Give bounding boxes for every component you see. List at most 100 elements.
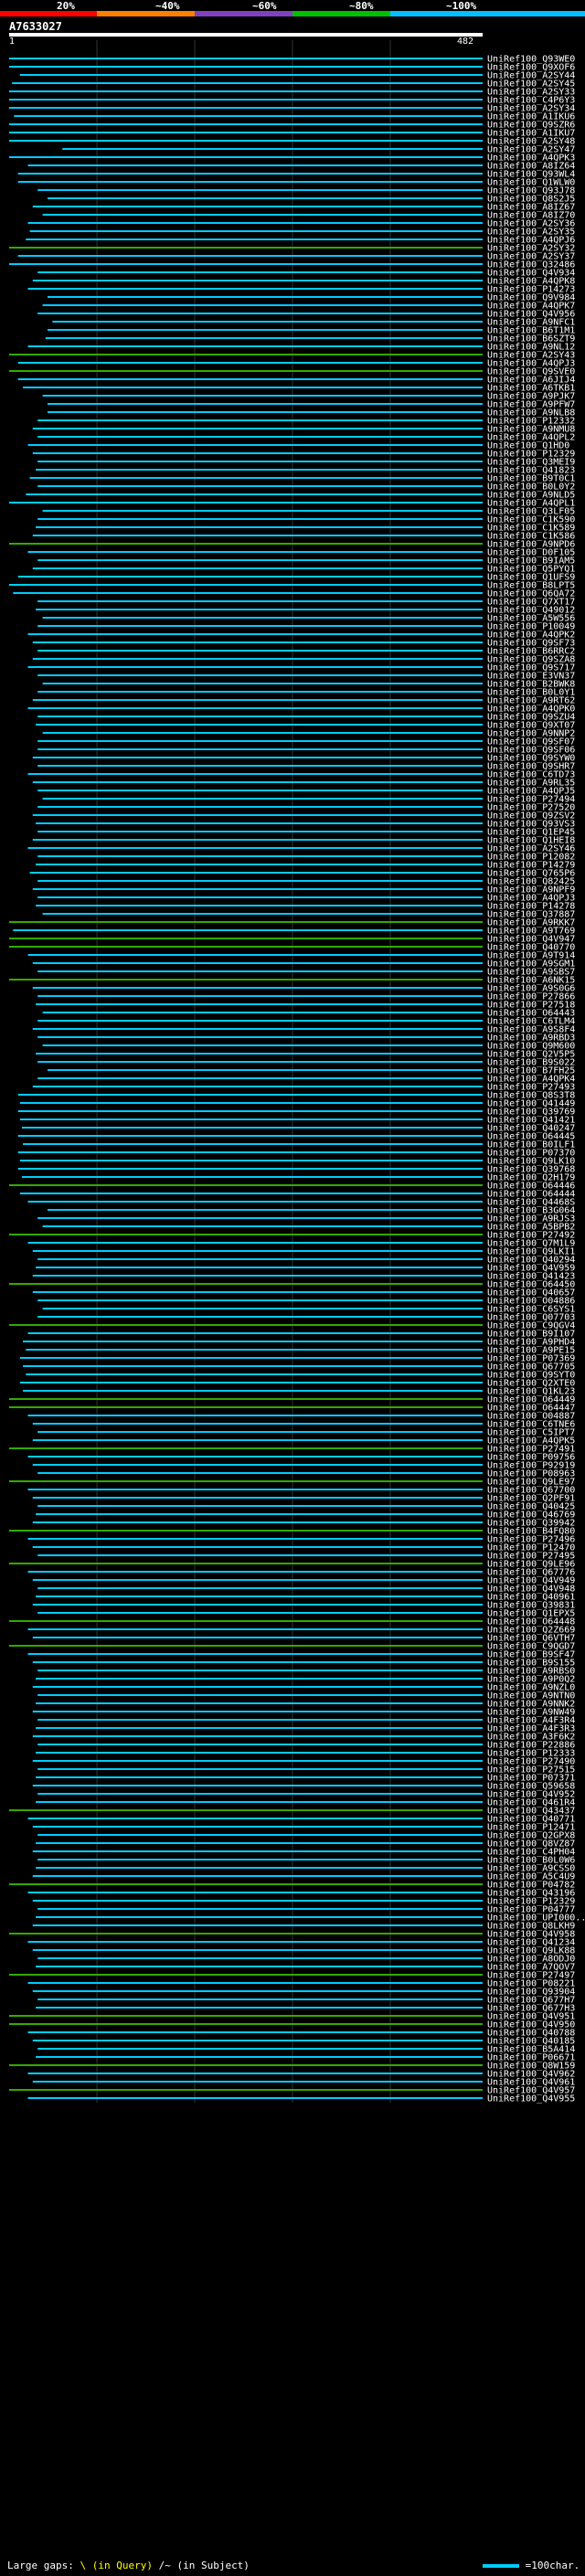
hit-label[interactable]: UniRef100_Q4V957	[487, 2086, 575, 2096]
hit-label[interactable]: UniRef100_Q41449	[487, 1099, 575, 1109]
hit-label[interactable]: UniRef100_A2SY33	[487, 88, 575, 98]
hit-label[interactable]: UniRef100_Q6QA72	[487, 589, 575, 599]
hit-label[interactable]: UniRef100_Q82425	[487, 877, 575, 887]
hit-label[interactable]: UniRef100_Q2GPX8	[487, 1831, 575, 1841]
hit-label[interactable]: UniRef100_Q40771	[487, 1815, 575, 1825]
hit-label[interactable]: UniRef100_E3VN37	[487, 672, 575, 682]
hit-label[interactable]: UniRef100_O64447	[487, 1404, 575, 1414]
hit-label[interactable]: UniRef100_B2BWK8	[487, 680, 575, 690]
hit-label[interactable]: UniRef100_Q8W159	[487, 2062, 575, 2072]
hit-label[interactable]: UniRef100_A5C4U9	[487, 1872, 575, 1882]
hit-label[interactable]: UniRef100_A9NLD5	[487, 491, 575, 501]
hit-label[interactable]: UniRef100_A2SY32	[487, 244, 575, 254]
hit-label[interactable]: UniRef100_P04782	[487, 1881, 575, 1891]
hit-label[interactable]: UniRef100_P12333	[487, 1749, 575, 1759]
hit-label[interactable]: UniRef100_A7QOV7	[487, 1963, 575, 1973]
hit-label[interactable]: UniRef100_Q93VS3	[487, 820, 575, 830]
hit-label[interactable]: UniRef100_P27493	[487, 1083, 575, 1093]
hit-label[interactable]: UniRef100_A9PFW7	[487, 400, 575, 410]
hit-label[interactable]: UniRef100_P27496	[487, 1535, 575, 1545]
hit-label[interactable]: UniRef100_Q49012	[487, 606, 575, 616]
hit-label[interactable]: UniRef100_A9NFC1	[487, 318, 575, 328]
hit-label[interactable]: UniRef100_A2SY46	[487, 844, 575, 854]
hit-label[interactable]: UniRef100_A4QPJ5	[487, 787, 575, 797]
hit-label[interactable]: UniRef100_A9S8F4	[487, 1025, 575, 1035]
hit-label[interactable]: UniRef100_P27495	[487, 1552, 575, 1562]
hit-label[interactable]: UniRef100_A9RKK7	[487, 918, 575, 928]
hit-label[interactable]: UniRef100_A2SY45	[487, 80, 575, 90]
hit-label[interactable]: UniRef100_P27497	[487, 1971, 575, 1981]
hit-label[interactable]: UniRef100_Q8S2J5	[487, 195, 575, 205]
hit-label[interactable]: UniRef100_P12471	[487, 1823, 575, 1833]
hit-label[interactable]: UniRef100_Q3LF05	[487, 507, 575, 517]
hit-label[interactable]: UniRef100_P14273	[487, 285, 575, 295]
hit-label[interactable]: UniRef100_P27491	[487, 1445, 575, 1455]
hit-label[interactable]: UniRef100_Q67776	[487, 1568, 575, 1578]
hit-label[interactable]: UniRef100_C4PH04	[487, 1848, 575, 1858]
hit-label[interactable]: UniRef100_A9NNP2	[487, 729, 575, 739]
hit-label[interactable]: UniRef100_Q765P6	[487, 869, 575, 879]
hit-label[interactable]: UniRef100_B9I107	[487, 1330, 575, 1340]
hit-label[interactable]: UniRef100_O04887	[487, 1412, 575, 1422]
hit-label[interactable]: UniRef100_A2SY43	[487, 351, 575, 361]
hit-label[interactable]: UniRef100_P07370	[487, 1149, 575, 1159]
hit-label[interactable]: UniRef100_A4F3R4	[487, 1716, 575, 1726]
hit-label[interactable]: UniRef100_A2SY47	[487, 145, 575, 155]
hit-label[interactable]: UniRef100_Q2V5P5	[487, 1050, 575, 1060]
hit-label[interactable]: UniRef100_A9NW49	[487, 1708, 575, 1718]
hit-label[interactable]: UniRef100_P27494	[487, 795, 575, 805]
hit-label[interactable]: UniRef100_Q9SZA8	[487, 655, 575, 665]
hit-label[interactable]: UniRef100_Q9SVE0	[487, 367, 575, 377]
hit-label[interactable]: UniRef100_Q07703	[487, 1313, 575, 1323]
hit-label[interactable]: UniRef100_Q4468S	[487, 1198, 575, 1208]
hit-label[interactable]: UniRef100_Q9LE97	[487, 1478, 575, 1488]
hit-label[interactable]: UniRef100_Q1HEI8	[487, 836, 575, 846]
hit-label[interactable]: UniRef100_Q40425	[487, 1502, 575, 1512]
hit-label[interactable]: UniRef100_P14279	[487, 861, 575, 871]
hit-label[interactable]: UniRef100_O64448	[487, 1617, 575, 1627]
hit-label[interactable]: UniRef100_A2SY36	[487, 219, 575, 229]
hit-label[interactable]: UniRef100_C1K590	[487, 515, 575, 525]
hit-label[interactable]: UniRef100_D0F105	[487, 548, 575, 558]
hit-label[interactable]: UniRef100_Q59658	[487, 1782, 575, 1792]
hit-label[interactable]: UniRef100_P12332	[487, 417, 575, 427]
hit-label[interactable]: UniRef100_A6JIJ4	[487, 376, 575, 386]
hit-label[interactable]: UniRef100_A1IKU7	[487, 129, 575, 139]
hit-label[interactable]: UniRef100_Q67705	[487, 1362, 575, 1373]
hit-label[interactable]: UniRef100_P12082	[487, 853, 575, 863]
hit-label[interactable]: UniRef100_A9RT62	[487, 696, 575, 706]
hit-label[interactable]: UniRef100_A9S0G6	[487, 984, 575, 994]
hit-label[interactable]: UniRef100_Q8S3T8	[487, 1091, 575, 1101]
hit-label[interactable]: UniRef100_C6TLM4	[487, 1017, 575, 1027]
hit-label[interactable]: UniRef100_Q39769	[487, 1108, 575, 1118]
hit-label[interactable]: UniRef100_A4F3R3	[487, 1724, 575, 1734]
hit-label[interactable]: UniRef100_Q40657	[487, 1288, 575, 1299]
hit-label[interactable]: UniRef100_C1K589	[487, 524, 575, 534]
hit-label[interactable]: UniRef100_P07369	[487, 1354, 575, 1364]
hit-label[interactable]: UniRef100_Q46769	[487, 1511, 575, 1521]
hit-label[interactable]: UniRef100_Q2H179	[487, 1173, 575, 1183]
hit-label[interactable]: UniRef100_O64450	[487, 1280, 575, 1290]
hit-label[interactable]: UniRef100_A4QPJ3	[487, 359, 575, 369]
hit-label[interactable]: UniRef100_Q6VTH7	[487, 1634, 575, 1644]
hit-label[interactable]: UniRef100_Q43196	[487, 1889, 575, 1899]
hit-label[interactable]: UniRef100_Q43437	[487, 1807, 575, 1817]
hit-label[interactable]: UniRef100_P04777	[487, 1905, 575, 1915]
hit-label[interactable]: UniRef100_A9CSS0	[487, 1864, 575, 1874]
hit-label[interactable]: UniRef100_A8IZ64	[487, 162, 575, 172]
hit-label[interactable]: UniRef100_A9NPF9	[487, 885, 575, 896]
hit-label[interactable]: UniRef100_A4QPL2	[487, 433, 575, 443]
hit-label[interactable]: UniRef100_A9SBS7	[487, 968, 575, 978]
hit-label[interactable]: UniRef100_Q1KL23	[487, 1387, 575, 1397]
hit-label[interactable]: UniRef100_O64449	[487, 1395, 575, 1405]
hit-label[interactable]: UniRef100_Q8LKH9	[487, 1922, 575, 1932]
hit-label[interactable]: UniRef100_A2SY35	[487, 228, 575, 238]
hit-label[interactable]: UniRef100_A5BPB2	[487, 1223, 575, 1233]
hit-label[interactable]: UniRef100_A9T914	[487, 951, 575, 961]
hit-label[interactable]: UniRef100_A9NL12	[487, 343, 575, 353]
hit-label[interactable]: UniRef100_A5W556	[487, 614, 575, 624]
hit-label[interactable]: UniRef100_Q41421	[487, 1116, 575, 1126]
hit-label[interactable]: UniRef100_P14278	[487, 902, 575, 912]
hit-label[interactable]: UniRef100_Q7M1L9	[487, 1239, 575, 1249]
hit-label[interactable]: UniRef100_C6TD73	[487, 770, 575, 780]
